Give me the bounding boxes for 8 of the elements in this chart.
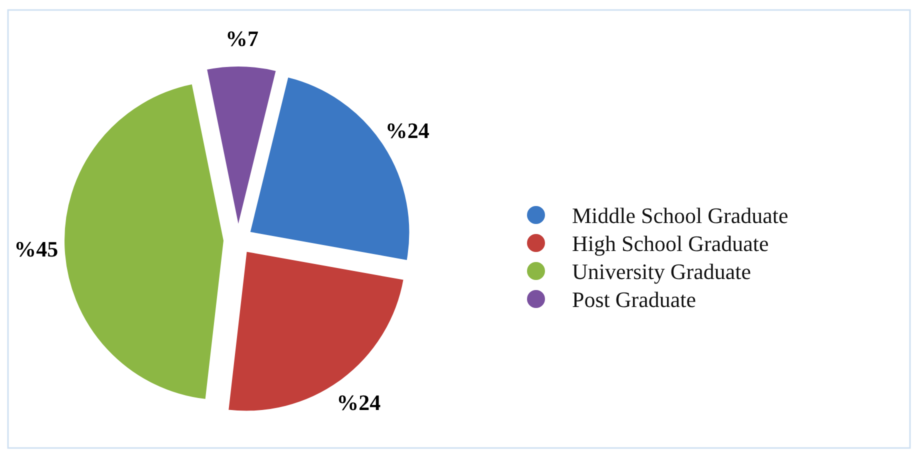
legend-label: Middle School Graduate: [572, 203, 788, 228]
data-label: %24: [336, 390, 381, 416]
legend-label: Post Graduate: [572, 287, 696, 312]
data-label: %24: [385, 118, 430, 143]
data-label: %45: [14, 236, 58, 262]
legend-label: University Graduate: [572, 259, 751, 284]
legend-label: High School Graduate: [572, 231, 769, 256]
data-label: %7: [226, 26, 259, 52]
